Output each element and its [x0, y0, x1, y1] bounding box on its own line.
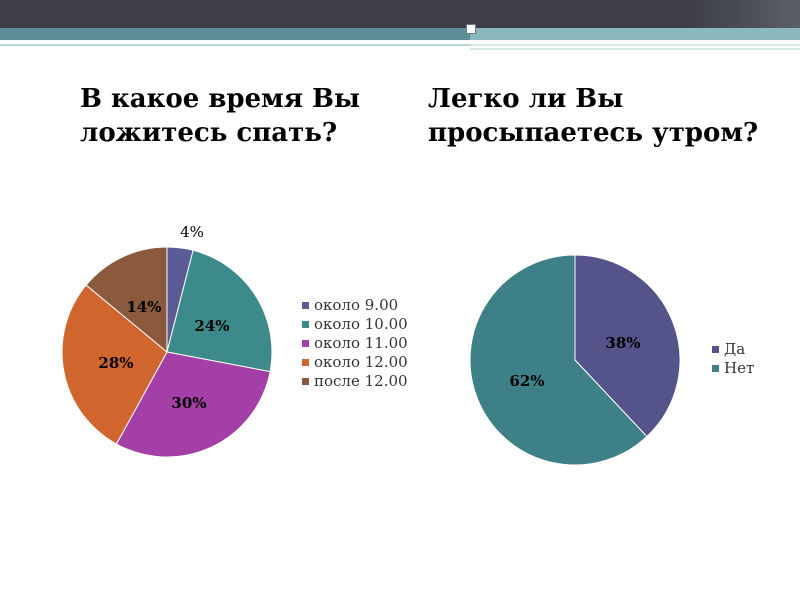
right-chart-title: Легко ли Вы просыпаетесь утром?: [428, 84, 759, 148]
legend-item: Нет: [712, 359, 754, 378]
left-chart-legend: около 9.00 около 10.00 около 11.00 около 12…: [302, 296, 408, 391]
divider-line: [470, 44, 800, 46]
pie-slice: [61, 284, 168, 445]
legend-item: около 10.00: [302, 315, 408, 334]
pie-slice: [115, 351, 271, 458]
divider-line: [470, 48, 800, 50]
legend-swatch: [302, 378, 309, 385]
legend-label: Нет: [724, 359, 755, 377]
legend-label: около 10.00: [314, 315, 408, 333]
legend-swatch: [712, 365, 719, 372]
legend-label: около 9.00: [314, 296, 399, 314]
legend-swatch: [302, 302, 309, 309]
title-bar-shade: [690, 0, 800, 28]
pie-data-label: 62%: [509, 372, 544, 390]
pie-slice: [469, 254, 648, 466]
left-chart-title: В какое время Вы ложитесь спать?: [80, 84, 361, 148]
pie-data-label: 30%: [171, 394, 206, 412]
legend-swatch: [302, 340, 309, 347]
legend-swatch: [302, 321, 309, 328]
legend-item: после 12.00: [302, 372, 408, 391]
pie-data-label: 14%: [126, 298, 161, 316]
legend-item: Да: [712, 340, 754, 359]
legend-label: Да: [724, 340, 746, 358]
title-bar: [0, 0, 800, 28]
band-marker: [466, 24, 476, 34]
pie-slice: [166, 249, 273, 373]
divider-line: [0, 44, 470, 46]
legend-label: после 12.00: [314, 372, 408, 390]
legend-swatch: [712, 346, 719, 353]
pie-slice: [574, 254, 681, 438]
legend-item: около 12.00: [302, 353, 408, 372]
pie-data-label: 38%: [605, 334, 640, 352]
pie-data-label: 24%: [194, 317, 229, 335]
pie-slice: [85, 246, 168, 354]
pie-data-label: 4%: [180, 223, 204, 241]
pie-data-label: 28%: [98, 354, 133, 372]
legend-label: около 12.00: [314, 353, 408, 371]
legend-item: около 9.00: [302, 296, 408, 315]
right-chart-legend: Да Нет: [712, 340, 754, 378]
legend-item: около 11.00: [302, 334, 408, 353]
legend-swatch: [302, 359, 309, 366]
accent-band-light: [470, 28, 800, 40]
legend-label: около 11.00: [314, 334, 408, 352]
